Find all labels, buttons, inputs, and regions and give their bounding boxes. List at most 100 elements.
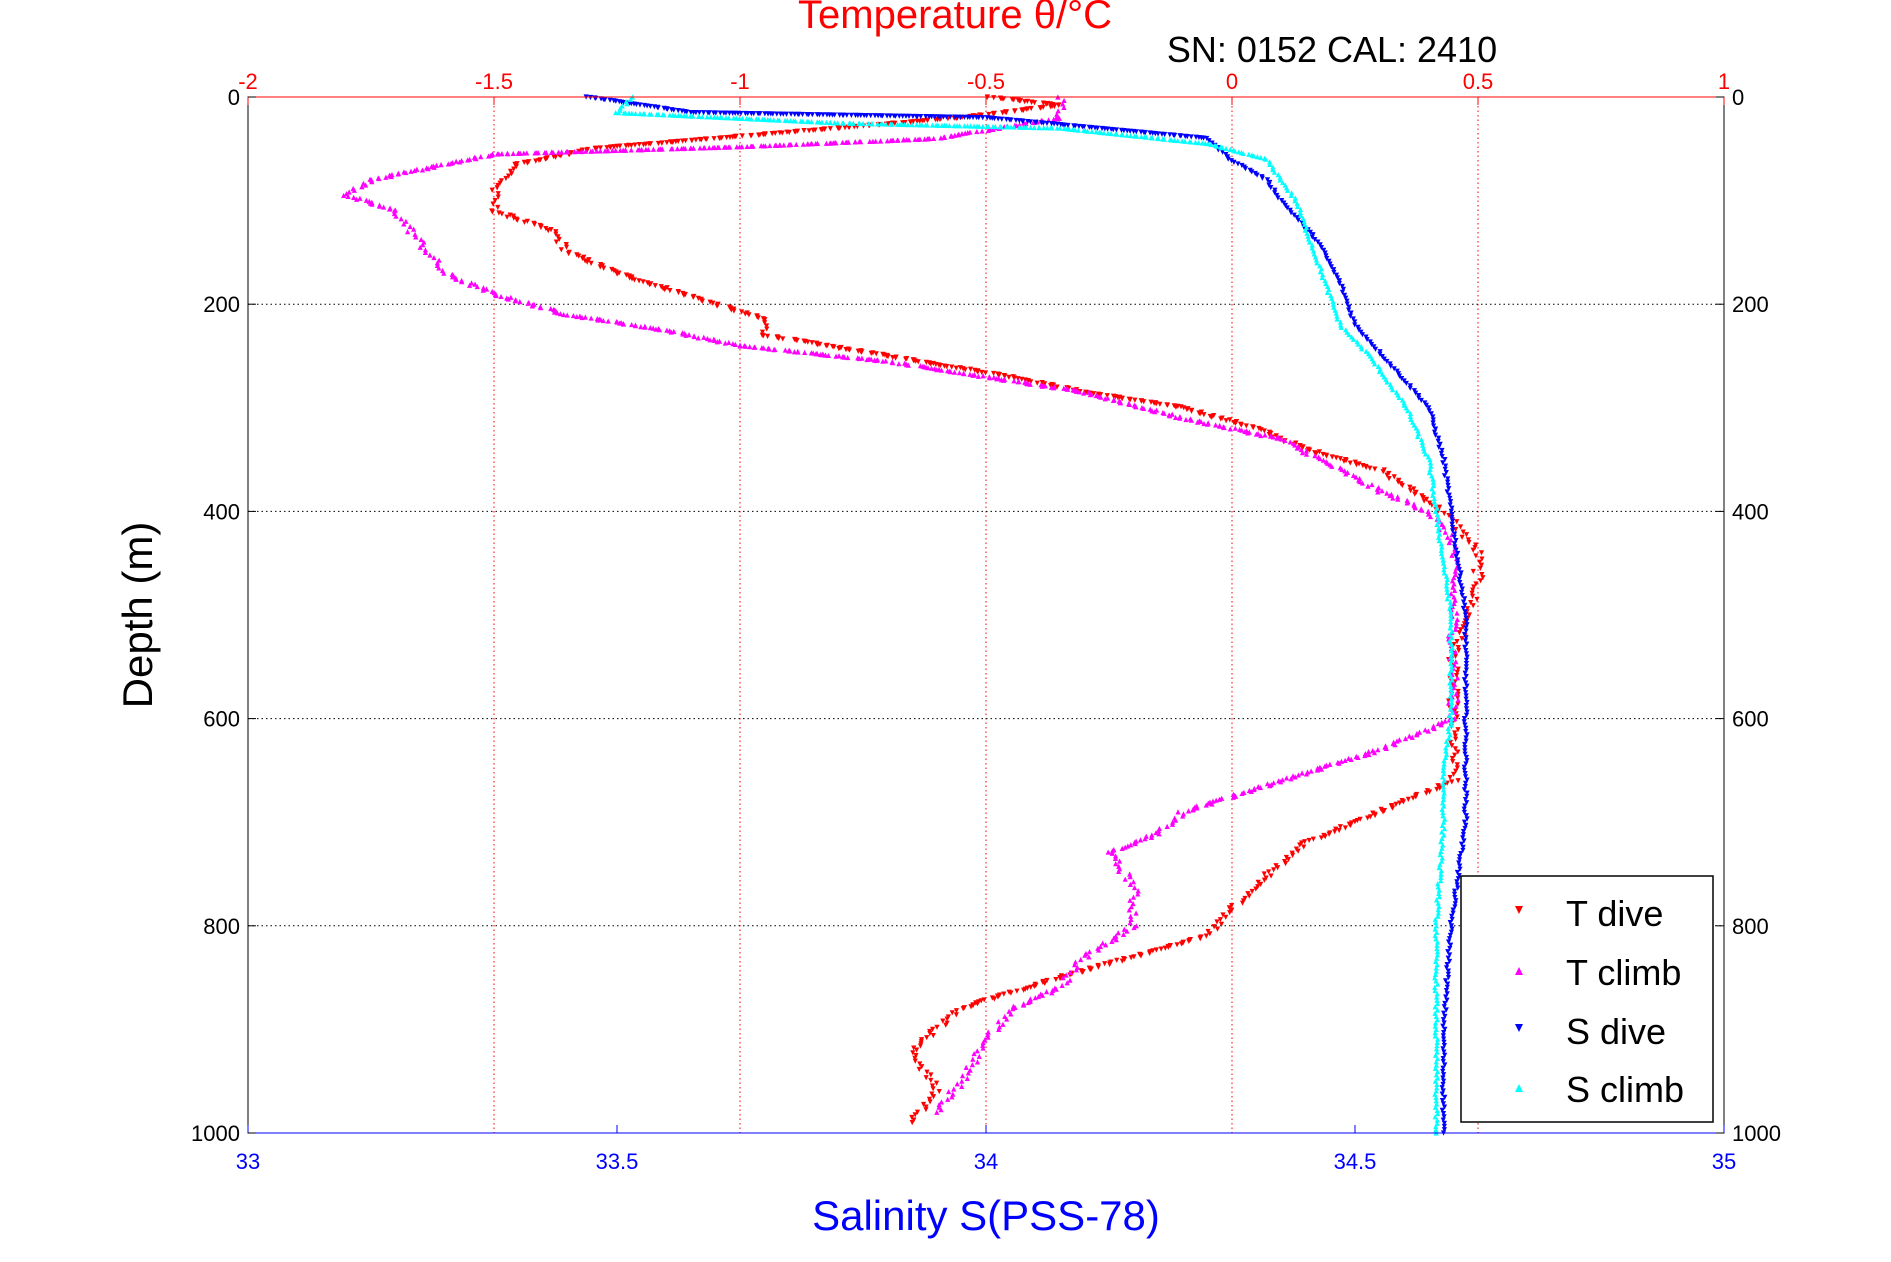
data-point-s-dive	[1457, 854, 1463, 860]
data-point-s-dive	[879, 113, 886, 119]
data-point-s-dive	[1464, 654, 1470, 660]
data-point-s-climb	[1446, 735, 1452, 741]
data-point-s-dive	[1443, 994, 1449, 1000]
legend-marker-s-climb	[1515, 1084, 1523, 1092]
data-point-t-dive	[1474, 596, 1480, 603]
data-point-s-dive	[1291, 212, 1297, 218]
data-point-s-climb	[1445, 741, 1451, 748]
data-point-s-dive	[1454, 879, 1460, 885]
data-point-s-dive	[1463, 667, 1470, 673]
data-point-s-climb	[909, 122, 915, 128]
salinity-tick-label: 34.5	[1334, 1149, 1377, 1174]
data-point-t-dive	[746, 312, 752, 318]
data-point-s-dive	[1440, 1110, 1447, 1117]
data-point-t-climb	[938, 1107, 944, 1113]
data-point-s-climb	[1443, 748, 1449, 754]
data-point-t-dive	[953, 1012, 959, 1018]
data-point-t-dive	[929, 1026, 936, 1032]
data-point-t-climb	[1452, 587, 1458, 593]
data-point-t-dive	[979, 369, 985, 376]
data-point-t-climb	[1375, 747, 1381, 753]
data-point-t-dive	[1365, 815, 1371, 821]
data-point-s-climb	[1438, 868, 1444, 874]
data-point-t-dive	[1000, 110, 1006, 116]
data-point-s-dive	[1443, 469, 1449, 476]
data-point-t-dive	[1468, 599, 1474, 606]
data-point-t-dive	[632, 142, 638, 148]
data-point-t-climb	[976, 1053, 982, 1059]
data-point-s-climb	[1284, 187, 1291, 193]
data-point-s-climb	[1431, 489, 1437, 495]
data-point-s-dive	[1449, 926, 1455, 932]
data-point-s-climb	[1036, 125, 1043, 131]
data-point-t-dive	[818, 127, 824, 133]
data-point-s-climb	[1440, 780, 1446, 786]
data-point-t-dive	[1449, 743, 1455, 749]
data-point-s-dive	[1178, 133, 1184, 139]
data-point-t-climb	[1014, 123, 1020, 129]
data-point-s-dive	[1463, 660, 1470, 667]
data-point-t-dive	[1181, 405, 1187, 411]
data-point-s-climb	[1436, 894, 1442, 900]
data-point-t-dive	[949, 364, 955, 370]
data-point-s-dive	[675, 108, 681, 114]
data-point-s-dive	[1455, 885, 1461, 891]
data-point-t-dive	[1459, 534, 1465, 540]
data-point-t-climb	[1387, 492, 1393, 499]
data-point-t-climb	[363, 197, 369, 203]
data-point-s-dive	[1463, 738, 1469, 744]
data-point-t-dive	[762, 320, 768, 326]
data-point-s-climb	[857, 120, 863, 127]
data-point-s-dive	[1442, 466, 1448, 472]
data-point-t-dive	[1211, 924, 1217, 930]
data-point-t-dive	[991, 996, 998, 1002]
data-point-t-dive	[511, 166, 517, 172]
data-point-s-climb	[1407, 413, 1414, 420]
data-point-t-dive	[1095, 964, 1102, 970]
data-point-t-dive	[1441, 510, 1447, 517]
data-point-t-climb	[716, 144, 722, 150]
data-point-s-dive	[1459, 586, 1465, 592]
data-point-s-climb	[1433, 1123, 1439, 1130]
data-point-s-climb	[1440, 783, 1446, 790]
data-point-t-dive	[1464, 606, 1471, 612]
data-point-s-climb	[1432, 1023, 1438, 1029]
data-point-t-dive	[1048, 104, 1054, 110]
temp-tick-label: 0	[1226, 69, 1238, 94]
data-point-t-dive	[1380, 469, 1386, 475]
data-point-t-dive	[1347, 822, 1354, 829]
data-point-t-dive	[1333, 455, 1339, 461]
data-point-s-dive	[1461, 767, 1468, 773]
data-point-t-climb	[1100, 940, 1106, 946]
data-point-s-dive	[1454, 882, 1460, 888]
data-point-t-dive	[710, 300, 716, 306]
data-point-t-climb	[767, 142, 773, 149]
legend-label-s-dive: S dive	[1566, 1011, 1666, 1052]
data-point-t-climb	[1113, 861, 1119, 867]
data-point-s-climb	[767, 117, 773, 123]
data-point-t-dive	[919, 1064, 925, 1070]
data-point-s-climb	[1294, 200, 1300, 207]
data-point-t-dive	[1022, 99, 1028, 105]
data-point-s-dive	[1443, 1007, 1449, 1013]
data-point-t-climb	[915, 136, 921, 142]
data-point-s-dive	[1462, 745, 1468, 751]
data-point-t-dive	[809, 340, 815, 346]
data-point-s-climb	[835, 120, 841, 126]
data-point-t-dive	[1178, 941, 1185, 947]
data-point-t-climb	[786, 348, 792, 354]
data-point-s-dive	[1331, 267, 1337, 273]
data-point-t-dive	[1223, 914, 1229, 920]
data-point-t-climb	[1412, 505, 1418, 511]
data-point-t-climb	[1445, 534, 1451, 540]
data-point-t-climb	[628, 147, 634, 153]
data-point-t-climb	[1133, 910, 1139, 916]
data-point-s-dive	[1460, 832, 1466, 838]
data-point-t-dive	[1217, 917, 1223, 923]
data-point-s-dive	[1462, 751, 1468, 757]
data-point-t-dive	[636, 278, 642, 284]
data-point-t-climb	[1115, 930, 1121, 936]
data-point-s-dive	[1464, 777, 1470, 783]
data-point-s-climb	[1208, 141, 1214, 148]
data-point-t-climb	[1109, 850, 1115, 856]
